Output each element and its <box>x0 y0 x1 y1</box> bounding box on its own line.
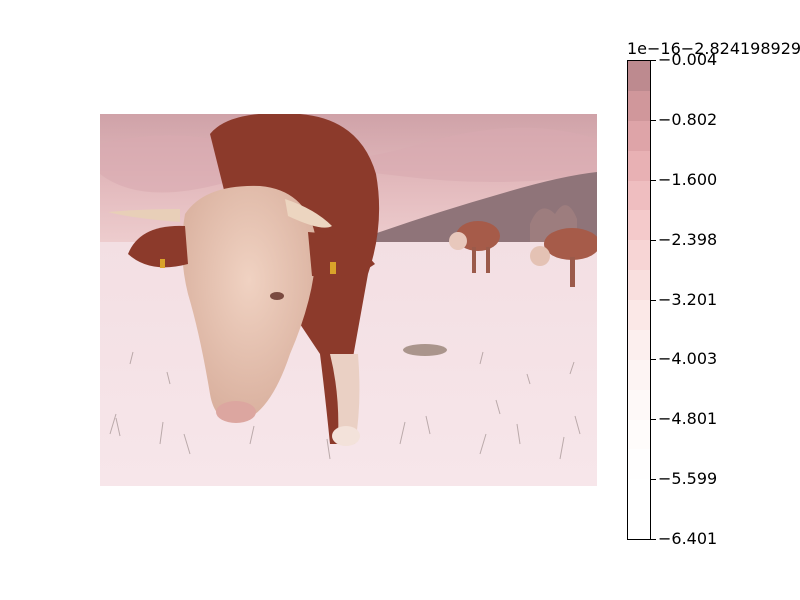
grass-patch <box>403 344 447 356</box>
colorbar-band <box>628 210 650 241</box>
colorbar-band <box>628 61 650 92</box>
colorbar-tick <box>651 539 656 540</box>
cow-photo <box>100 114 597 486</box>
colorbar-tick-label: −6.401 <box>658 529 718 548</box>
colorbar-tick-label: −3.201 <box>658 289 718 309</box>
colorbar-band <box>628 479 650 510</box>
colorbar-tick <box>651 359 656 361</box>
colorbar-tick-label: −2.398 <box>658 229 718 249</box>
colorbar-offset-label: 1e−16−2.824198929 <box>627 41 800 57</box>
colorbar-tick <box>651 60 656 61</box>
colorbar-bands <box>628 61 650 539</box>
colorbar-tick-label: −0.802 <box>658 109 718 129</box>
colorbar-tick-label: −1.600 <box>658 169 718 189</box>
colorbar-tick <box>651 419 656 421</box>
colorbar-tick-label: −0.004 <box>658 50 718 69</box>
colorbar-band <box>628 300 650 331</box>
colorbar-band <box>628 180 650 211</box>
colorbar-tick-label: −5.599 <box>658 469 718 489</box>
colorbar-tick <box>651 119 656 121</box>
colorbar-band <box>628 240 650 271</box>
colorbar-tick <box>651 179 656 181</box>
colorbar-band <box>628 359 650 391</box>
grass-tufts <box>109 351 581 460</box>
main-cow <box>108 114 380 446</box>
background-cow-2 <box>530 228 597 287</box>
colorbar-band <box>628 449 650 480</box>
colorbar-tick <box>651 479 656 481</box>
colorbar-band <box>628 120 650 152</box>
colorbar-tick <box>651 239 656 241</box>
colorbar-band <box>628 509 650 539</box>
background-cow-1 <box>449 221 500 273</box>
colorbar-band <box>628 329 650 361</box>
colorbar <box>627 60 651 540</box>
colorbar-tick-label: −4.801 <box>658 409 718 429</box>
colorbar-band <box>628 150 650 181</box>
colorbar-band <box>628 389 650 420</box>
photo-panel <box>100 114 597 486</box>
colorbar-band <box>628 270 650 301</box>
colorbar-tick <box>651 299 656 301</box>
colorbar-band <box>628 419 650 450</box>
colorbar-band <box>628 90 650 122</box>
colorbar-tick-label: −4.003 <box>658 349 718 369</box>
